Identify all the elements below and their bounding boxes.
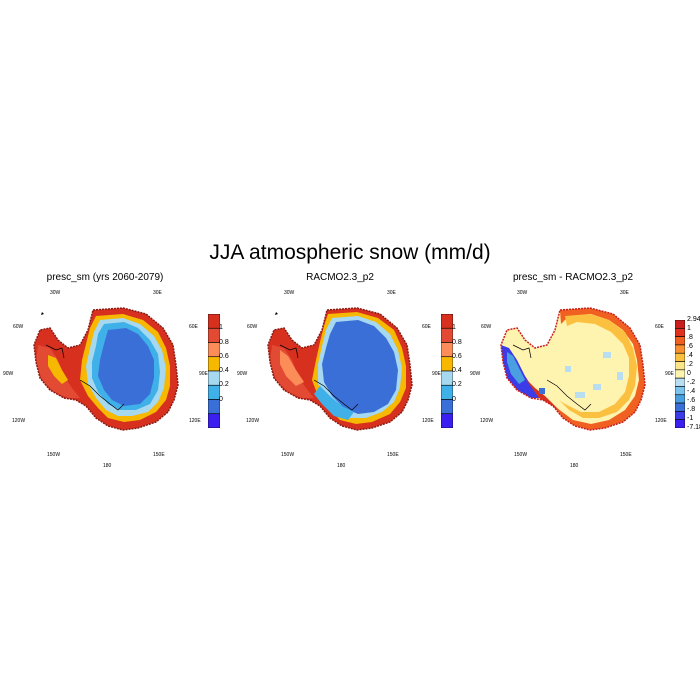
colorbar-tick-label: 1: [687, 325, 691, 332]
panel-3-title: presc_sm - RACMO2.3_p2: [512, 272, 634, 283]
lon-label-30e: 30E: [620, 290, 629, 296]
lon-label-120e: 120E: [422, 418, 434, 424]
colorbar-box: [675, 411, 685, 420]
colorbar-tick-label: -.4: [687, 388, 696, 395]
colorbar-tick-label: -.8: [687, 406, 696, 413]
colorbar-box: [675, 320, 685, 329]
lon-label-30e: 30E: [153, 290, 162, 296]
lon-label-180: 180: [103, 463, 112, 469]
colorbar-tick-label: 0.4: [219, 367, 229, 374]
colorbar-difference: [675, 320, 685, 428]
colorbar-tick-label: .6: [687, 343, 693, 350]
lon-label-90w: 90W: [237, 371, 248, 377]
lon-label-150w: 150W: [281, 452, 295, 458]
colorbar-tick-label: 1: [452, 324, 456, 332]
colorbar-tick-label: .2: [687, 361, 693, 368]
lon-label-120w: 120W: [12, 418, 26, 424]
colorbar-box: [675, 419, 685, 428]
colorbar-box: [208, 413, 220, 428]
colorbar-tick-label: 1: [219, 324, 223, 332]
colorbar-presc-sm: [208, 314, 220, 428]
lon-label-60e: 60E: [655, 324, 664, 330]
lon-label-180: 180: [570, 463, 579, 469]
colorbar-box: [675, 394, 685, 404]
colorbar-tick-label: -1: [687, 415, 694, 422]
lon-label-120e: 120E: [189, 418, 201, 424]
colorbar-tick-label: 0.6: [219, 352, 229, 360]
colorbar-box: [675, 402, 685, 412]
lon-label-150e: 150E: [387, 452, 399, 458]
colorbar-tick-label: 0.8: [219, 338, 229, 346]
colorbar-box: [675, 369, 685, 379]
antarctica-map-difference: [500, 307, 646, 431]
colorbar-box: [441, 413, 453, 428]
lon-label-150w: 150W: [47, 452, 61, 458]
lon-label-120w: 120W: [246, 418, 260, 424]
colorbar-box: [675, 377, 685, 387]
figure-title: JJA atmospheric snow (mm/d): [209, 241, 491, 264]
colorbar-box: [675, 336, 685, 346]
lon-label-90w: 90W: [3, 371, 14, 377]
lon-label-30w: 30W: [517, 290, 528, 296]
colorbar-tick-label: 0: [687, 370, 691, 377]
lon-label-60w: 60W: [481, 324, 492, 330]
colorbar-tick-label: -7.18: [687, 424, 700, 431]
lon-label-180: 180: [337, 463, 346, 469]
lon-label-90e: 90E: [199, 371, 208, 377]
lon-label-150e: 150E: [153, 452, 165, 458]
colorbar-tick-label: 0.2: [452, 381, 462, 389]
lon-label-30e: 30E: [387, 290, 396, 296]
lon-label-60w: 60W: [247, 324, 258, 330]
lon-label-150e: 150E: [620, 452, 632, 458]
colorbar-tick-label: 0.6: [452, 352, 462, 360]
colorbar-tick-label: 0.8: [452, 338, 462, 346]
colorbar-box: [675, 352, 685, 362]
colorbar-tick-label: -.2: [687, 379, 696, 386]
lon-label-90w: 90W: [470, 371, 481, 377]
lon-label-60w: 60W: [13, 324, 24, 330]
lon-label-30w: 30W: [50, 290, 61, 296]
lon-label-120e: 120E: [655, 418, 667, 424]
lon-label-90e: 90E: [665, 371, 674, 377]
lon-label-30w: 30W: [284, 290, 295, 296]
lon-label-150w: 150W: [514, 452, 528, 458]
panel-1-title: presc_sm (yrs 2060-2079): [46, 272, 164, 283]
lon-label-60e: 60E: [189, 324, 198, 330]
colorbar-box: [675, 361, 685, 371]
lon-label-120w: 120W: [480, 418, 494, 424]
colorbar-tick-label: .4: [687, 352, 693, 359]
colorbar-tick-label: 0: [452, 395, 456, 403]
panel-2-title: RACMO2.3_p2: [306, 272, 374, 283]
colorbar-box: [675, 328, 685, 337]
antarctica-map-presc-sm: [33, 307, 179, 431]
antarctica-map-racmo: [267, 307, 413, 431]
colorbar-racmo: [441, 314, 453, 428]
lon-label-90e: 90E: [432, 371, 441, 377]
colorbar-tick-label: 0.2: [219, 381, 229, 389]
colorbar-tick-label: 0: [219, 395, 223, 403]
colorbar-tick-label: 2.94: [687, 316, 700, 323]
colorbar-tick-label: -.6: [687, 397, 696, 404]
colorbar-tick-label: .8: [687, 334, 693, 341]
colorbar-box: [675, 344, 685, 354]
lon-label-60e: 60E: [422, 324, 431, 330]
colorbar-box: [675, 386, 685, 396]
colorbar-tick-label: 0.4: [452, 367, 462, 374]
